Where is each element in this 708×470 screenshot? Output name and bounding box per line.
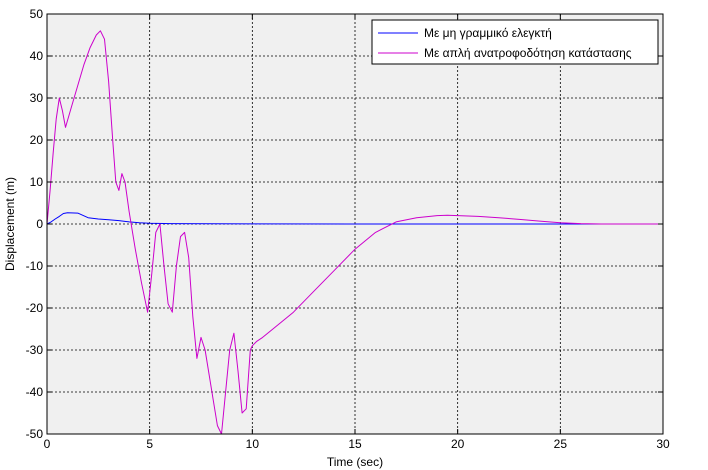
y-tick-label: 40 xyxy=(30,49,44,63)
x-tick-label: 5 xyxy=(146,437,153,451)
y-tick-label: -10 xyxy=(26,259,44,273)
x-tick-label: 10 xyxy=(246,437,260,451)
axis-ticks: 0 5 10 15 20 25 30 -50 -40 -30 -20 -10 0 10 20 30 40 50 xyxy=(26,7,670,451)
y-tick-label: -50 xyxy=(26,427,44,441)
y-axis-label: Displacement (m) xyxy=(3,177,17,271)
legend-label-2: Με απλή ανατροφοδότηση κατάστασης xyxy=(424,46,632,60)
legend-label-1: Με μη γραμμικό ελεγκτή xyxy=(424,26,552,40)
series-layer xyxy=(46,30,663,435)
x-tick-label: 20 xyxy=(451,437,465,451)
legend-box xyxy=(371,19,659,65)
x-tick-label: 30 xyxy=(656,437,670,451)
y-tick-label: -30 xyxy=(26,343,44,357)
y-tick-label: -40 xyxy=(26,385,44,399)
series-line-1 xyxy=(46,212,663,225)
legend: Με μη γραμμικό ελεγκτή Με απλή ανατροφοδό… xyxy=(371,19,659,65)
x-tick-label: 15 xyxy=(348,437,362,451)
x-axis-label: Time (sec) xyxy=(327,455,383,469)
x-tick-label: 25 xyxy=(554,437,568,451)
y-tick-label: 20 xyxy=(30,133,44,147)
y-tick-label: 50 xyxy=(30,7,44,21)
y-tick-label: -20 xyxy=(26,301,44,315)
y-tick-label: 0 xyxy=(36,217,43,231)
series-line-2 xyxy=(46,30,663,435)
y-tick-label: 30 xyxy=(30,91,44,105)
y-tick-label: 10 xyxy=(30,175,44,189)
x-tick-label: 0 xyxy=(44,437,51,451)
